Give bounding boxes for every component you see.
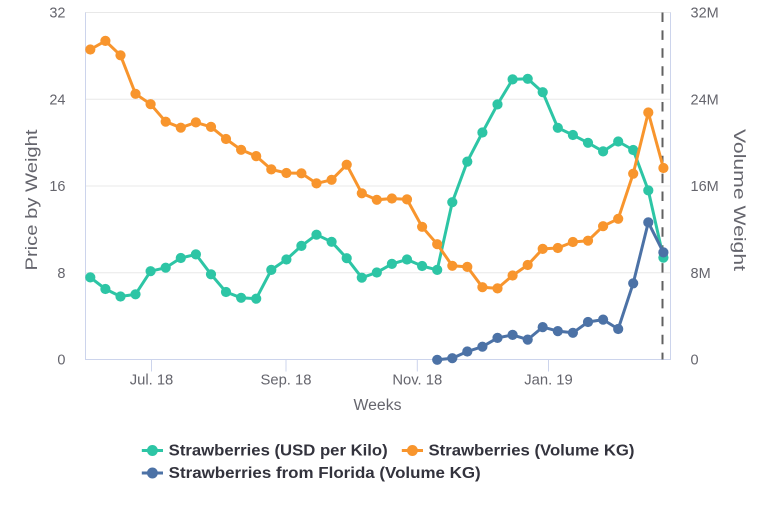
svg-text:32: 32 — [49, 6, 65, 22]
svg-text:Price by Weight: Price by Weight — [23, 129, 41, 270]
svg-text:8: 8 — [57, 266, 65, 282]
svg-text:24M: 24M — [691, 92, 719, 108]
svg-text:8M: 8M — [691, 266, 711, 282]
svg-text:Nov. 18: Nov. 18 — [392, 372, 442, 388]
svg-text:16M: 16M — [691, 179, 719, 195]
svg-text:Volume Weight: Volume Weight — [730, 129, 748, 272]
svg-text:0: 0 — [691, 353, 699, 369]
svg-text:Sep. 18: Sep. 18 — [260, 372, 311, 388]
svg-text:0: 0 — [57, 353, 65, 369]
svg-text:Jul. 18: Jul. 18 — [130, 372, 174, 388]
svg-text:Weeks: Weeks — [354, 397, 402, 414]
svg-text:Strawberries (USD per Kilo): Strawberries (USD per Kilo) — [169, 443, 388, 460]
svg-text:32M: 32M — [691, 6, 719, 22]
svg-text:24: 24 — [49, 92, 65, 108]
svg-text:Strawberries from Florida (Vol: Strawberries from Florida (Volume KG) — [169, 465, 481, 482]
svg-text:Strawberries (Volume KG): Strawberries (Volume KG) — [429, 443, 635, 460]
svg-text:Jan. 19: Jan. 19 — [524, 372, 573, 388]
svg-text:16: 16 — [49, 179, 65, 195]
